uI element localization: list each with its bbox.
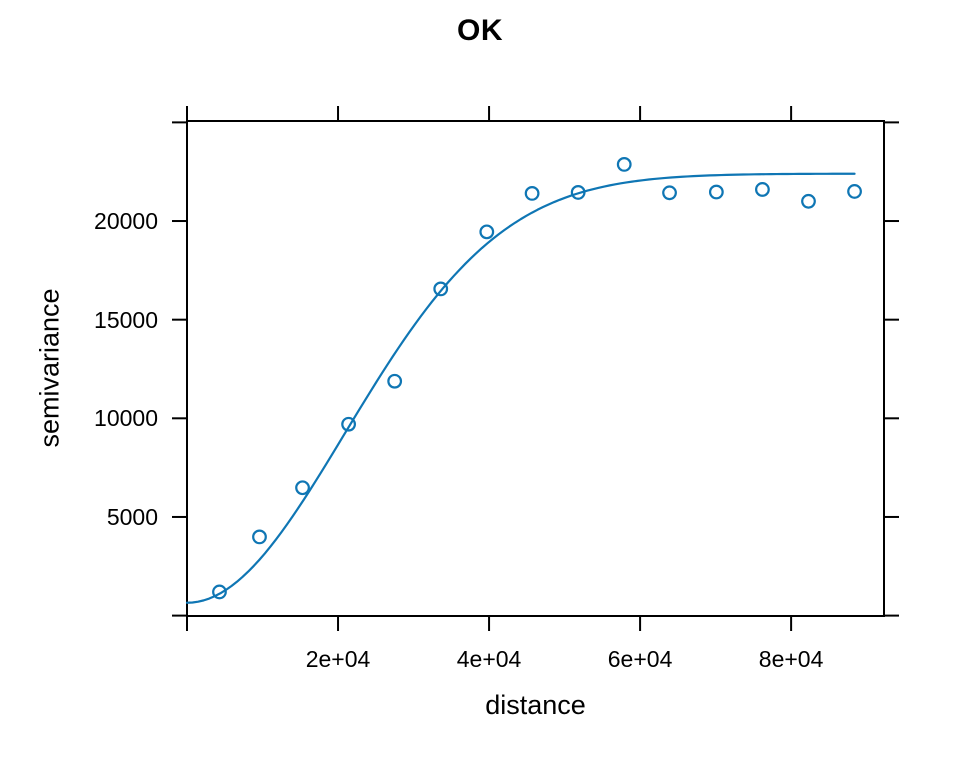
y-tick-label: 10000 bbox=[94, 405, 158, 432]
data-point bbox=[662, 185, 677, 201]
y-tick-label: 5000 bbox=[106, 503, 158, 530]
data-point bbox=[341, 416, 357, 432]
x-axis-title: distance bbox=[485, 690, 586, 720]
x-tick-label: 2e+04 bbox=[305, 646, 371, 672]
x-tick-label: 4e+04 bbox=[456, 646, 522, 672]
x-tick-label: 8e+04 bbox=[758, 646, 824, 672]
data-point bbox=[479, 224, 495, 240]
data-point bbox=[801, 193, 816, 209]
data-point bbox=[295, 480, 310, 496]
data-point bbox=[387, 373, 403, 389]
data-point bbox=[755, 182, 770, 197]
data-point bbox=[708, 184, 724, 200]
fitted-variogram-line bbox=[185, 172, 856, 604]
data-point bbox=[433, 281, 449, 297]
chart-title: OK bbox=[457, 14, 503, 47]
y-tick-label: 20000 bbox=[94, 208, 158, 235]
panel-border bbox=[186, 120, 885, 617]
data-point bbox=[212, 584, 227, 600]
data-point bbox=[847, 184, 862, 199]
y-tick-label: 15000 bbox=[94, 306, 158, 333]
x-tick-label: 6e+04 bbox=[607, 646, 673, 672]
data-point bbox=[524, 186, 540, 201]
data-point bbox=[570, 185, 586, 200]
data-point bbox=[616, 156, 632, 172]
data-point bbox=[252, 529, 267, 545]
